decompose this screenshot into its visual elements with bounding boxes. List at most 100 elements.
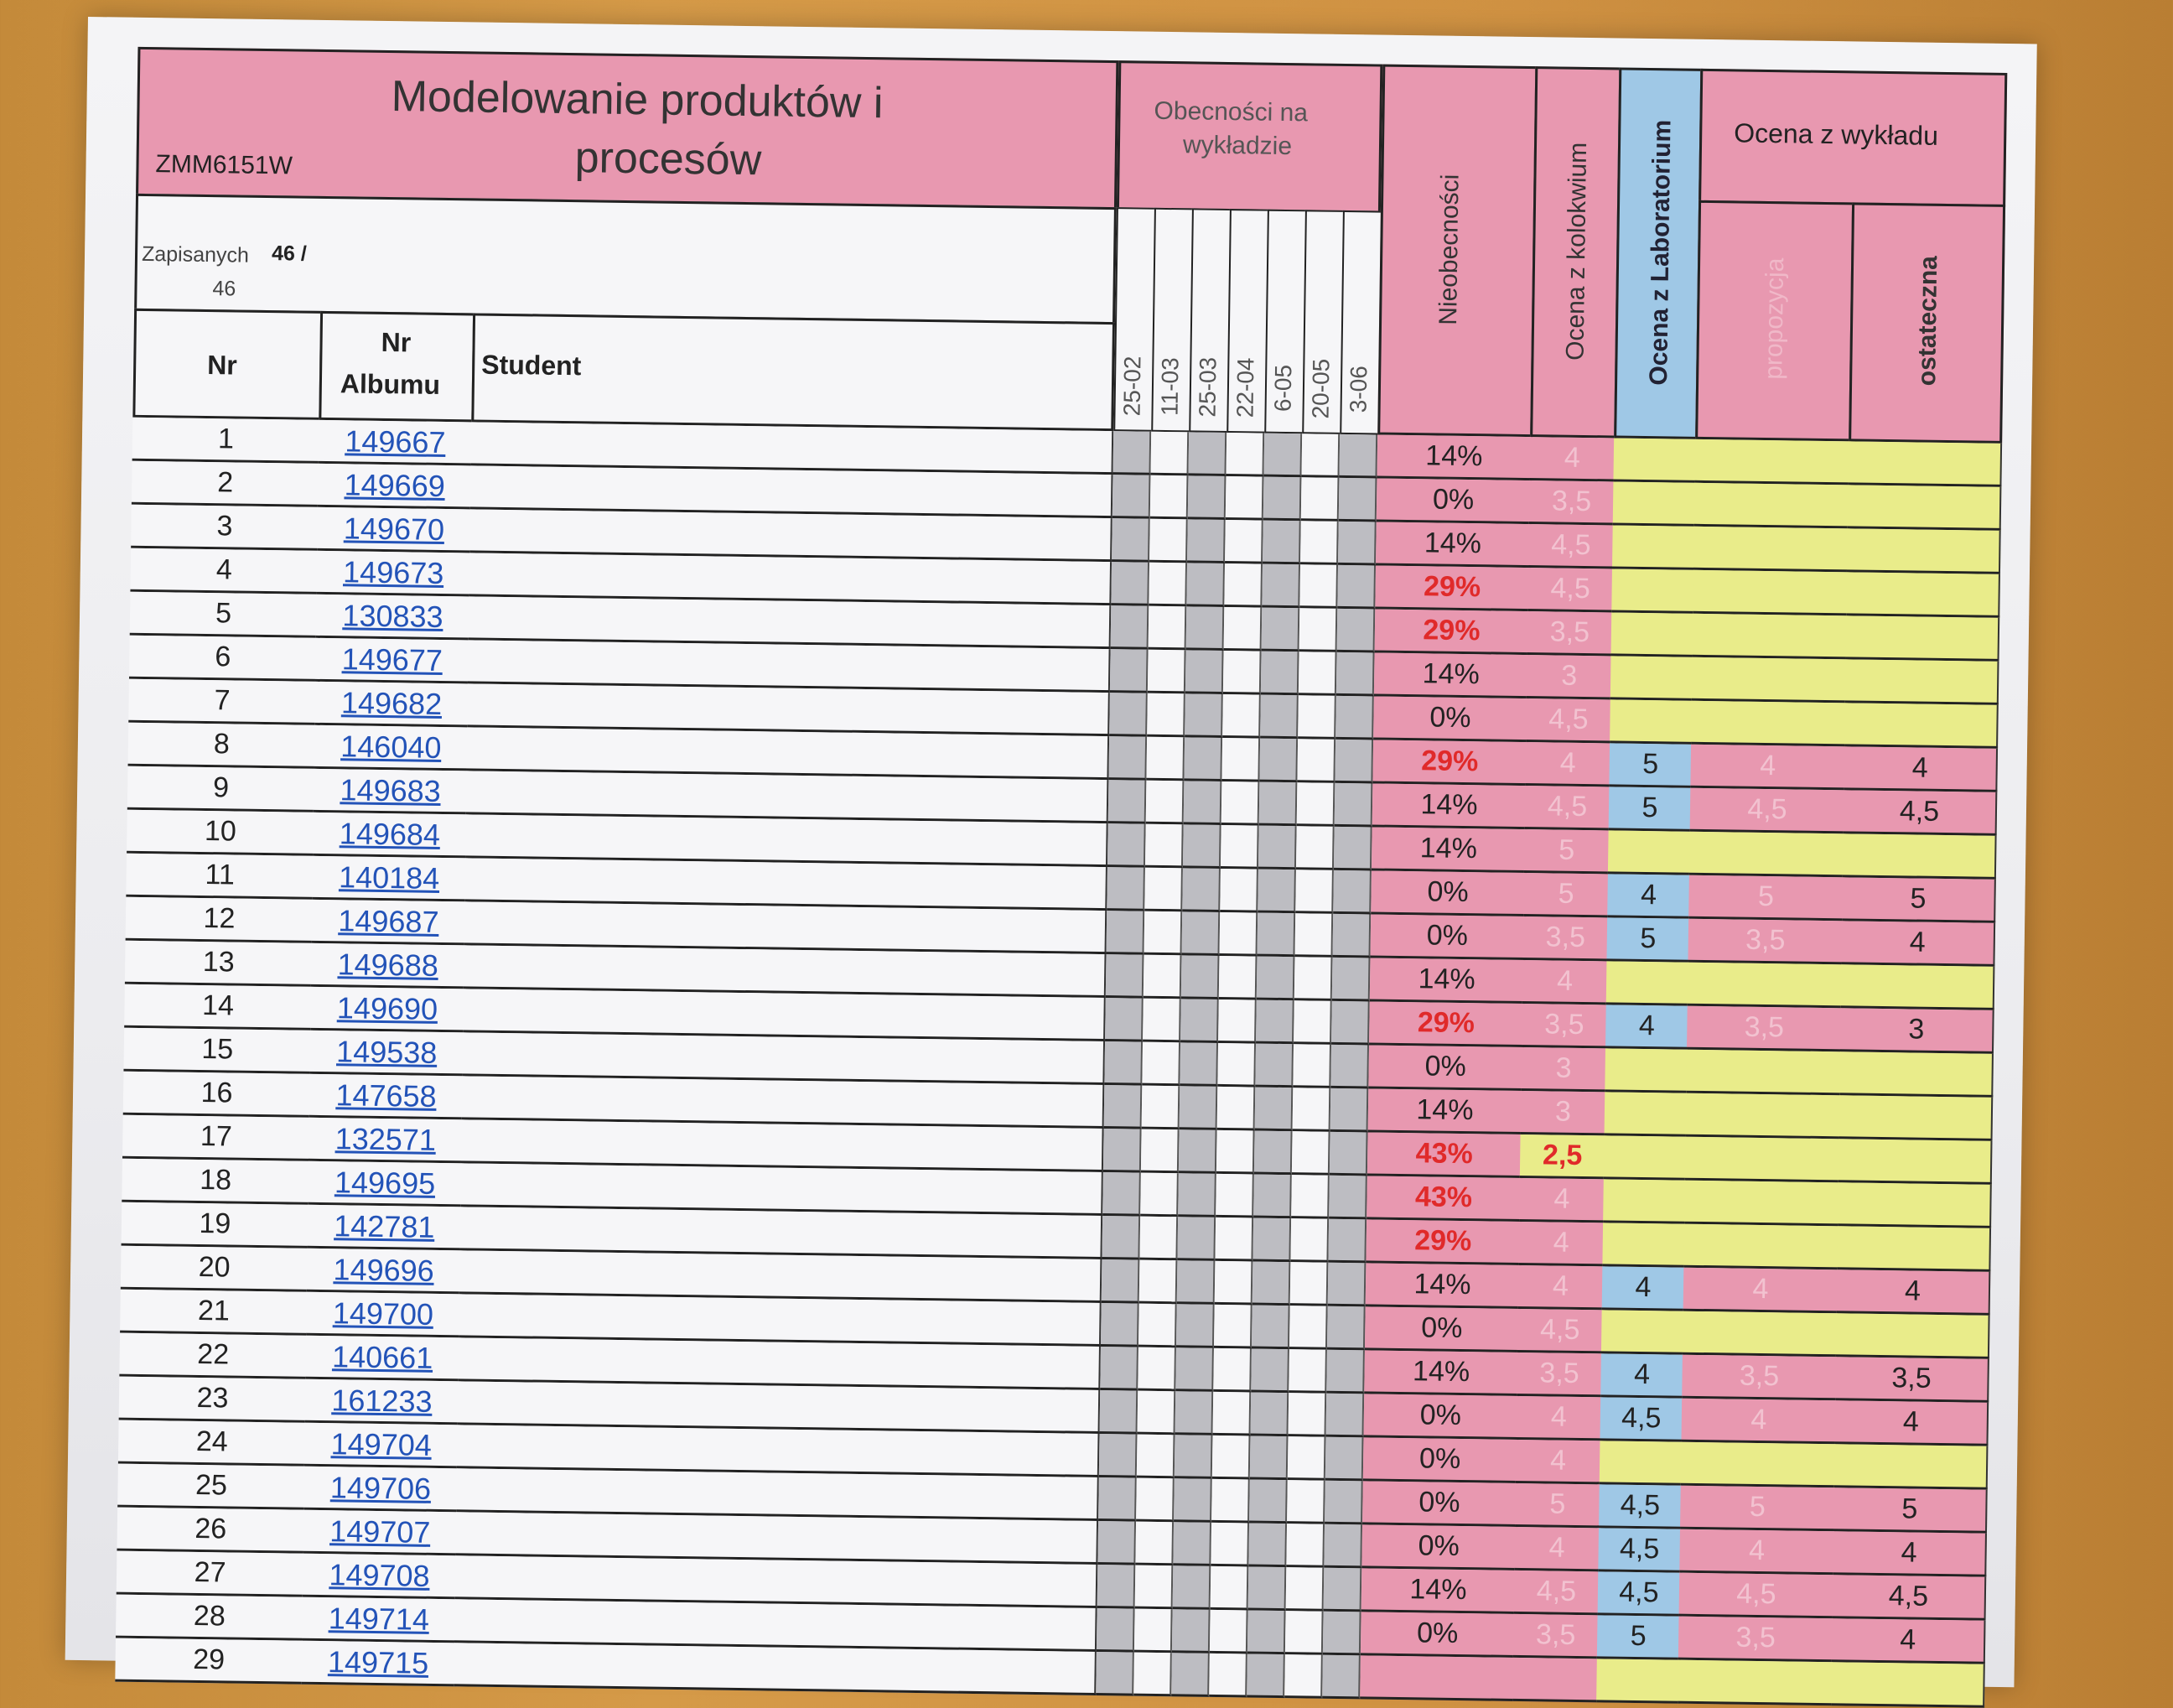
attendance-cell [1291, 1131, 1330, 1176]
album-link[interactable]: 161233 [304, 1378, 461, 1425]
album-link[interactable]: 149670 [317, 506, 473, 553]
attendance-cell [1291, 1175, 1330, 1219]
album-link-value[interactable]: 149707 [329, 1513, 431, 1550]
album-link-value[interactable]: 149700 [332, 1295, 434, 1332]
proposal-cell-value: 4 [1752, 1272, 1769, 1306]
lab-grade-cell [1611, 525, 1697, 570]
album-link[interactable]: 142781 [307, 1204, 464, 1251]
album-link-value[interactable]: 140661 [331, 1338, 433, 1375]
album-link-value[interactable]: 149704 [330, 1425, 433, 1462]
colloquium-cell-value: 3 [1555, 1051, 1572, 1084]
final-grade-cell [1844, 703, 1999, 749]
absence-cell-value: 14% [1424, 527, 1482, 560]
album-link[interactable]: 149683 [313, 768, 469, 815]
attendance-cell [1298, 652, 1337, 696]
album-link-value[interactable]: 149683 [340, 771, 442, 808]
attendance-cell [1251, 1348, 1289, 1394]
album-link[interactable]: 149690 [310, 986, 466, 1033]
album-link[interactable]: 149677 [314, 637, 471, 684]
album-link-value[interactable]: 149670 [343, 510, 445, 547]
album-link[interactable]: 149687 [311, 899, 468, 946]
album-link-value[interactable]: 161233 [331, 1382, 433, 1419]
album-link-value[interactable]: 149677 [341, 641, 443, 677]
proposal-cell: 4 [1681, 1398, 1838, 1445]
album-link-value[interactable]: 149690 [336, 989, 438, 1026]
album-link[interactable]: 149667 [318, 419, 475, 466]
album-link-value[interactable]: 142781 [334, 1207, 435, 1244]
attendance-cell [1185, 606, 1225, 651]
album-link[interactable]: 149696 [306, 1248, 463, 1295]
absence-cell-value: 29% [1413, 1224, 1472, 1258]
title-header: Modelowanie produktów i procesów ZMM6151… [136, 46, 1119, 210]
album-link[interactable]: 149682 [314, 681, 470, 728]
album-link[interactable]: 149708 [302, 1553, 459, 1600]
album-link-value[interactable]: 149688 [337, 946, 439, 983]
attendance-cell [1133, 1652, 1172, 1697]
album-link[interactable]: 149706 [303, 1466, 459, 1513]
album-link[interactable]: 130833 [315, 594, 472, 641]
album-link[interactable]: 149673 [316, 550, 473, 597]
album-link[interactable]: 146040 [314, 724, 470, 771]
final-grade-cell-value: 4 [1902, 1405, 1920, 1438]
album-link[interactable]: 149700 [306, 1291, 462, 1338]
album-link-value[interactable]: 149695 [334, 1164, 436, 1201]
absence-cell: 0% [1360, 1612, 1517, 1658]
attendance-cell [1226, 433, 1265, 477]
album-link[interactable]: 149669 [317, 463, 474, 510]
album-link[interactable]: 149707 [303, 1509, 459, 1556]
album-link-value[interactable]: 149538 [335, 1033, 438, 1070]
album-link-value[interactable]: 149706 [329, 1469, 432, 1506]
album-link-value[interactable]: 146040 [340, 728, 442, 765]
album-link[interactable]: 149714 [301, 1596, 458, 1643]
row-number: 1 [132, 417, 322, 464]
album-link[interactable]: 149688 [310, 942, 467, 989]
album-link-value[interactable]: 149696 [333, 1251, 435, 1288]
row-number-value: 3 [216, 510, 233, 543]
attendance-cell [1144, 823, 1184, 869]
album-link-value[interactable]: 149687 [338, 902, 439, 939]
final-grade-cell [1844, 659, 1999, 705]
album-link[interactable]: 140184 [312, 855, 469, 902]
absence-cell-value: 0% [1426, 919, 1469, 953]
row-number-value: 24 [195, 1425, 228, 1458]
attendance-cell [1221, 781, 1260, 826]
album-link-value[interactable]: 147658 [335, 1077, 437, 1114]
album-link-value[interactable]: 149667 [345, 423, 446, 459]
album-link[interactable]: 132571 [308, 1117, 464, 1164]
colloquium-header: Ocena z kolokwium [1530, 66, 1622, 439]
attendance-cell [1140, 1172, 1179, 1217]
absence-cell-value: 29% [1423, 570, 1481, 604]
attendance-cell [1252, 1261, 1291, 1306]
lab-grade-cell [1610, 612, 1696, 657]
final-grade-cell: 5 [1833, 1487, 1988, 1534]
attendance-cell [1335, 739, 1374, 784]
album-link[interactable]: 147658 [309, 1073, 465, 1120]
album-link[interactable]: 149695 [308, 1160, 464, 1207]
album-link[interactable]: 140661 [305, 1335, 462, 1382]
album-link-value[interactable]: 149708 [329, 1556, 430, 1593]
enrolled-label: Zapisanych [141, 241, 250, 267]
row-number-value: 1 [217, 423, 235, 455]
proposal-cell: 4 [1690, 744, 1848, 791]
album-link-value[interactable]: 149714 [328, 1600, 430, 1637]
album-link[interactable]: 149704 [303, 1422, 460, 1469]
album-link-value[interactable]: 149684 [339, 815, 441, 852]
attendance-cell [1325, 1393, 1365, 1438]
album-link-value[interactable]: 149715 [327, 1643, 429, 1680]
album-link-value[interactable]: 132571 [335, 1120, 437, 1157]
album-link-value[interactable]: 149673 [342, 553, 444, 590]
album-link[interactable]: 149684 [313, 812, 469, 859]
attendance-cell [1289, 1349, 1327, 1394]
album-link-value[interactable]: 130833 [342, 597, 443, 634]
attendance-cell [1112, 475, 1151, 519]
row-number: 29 [115, 1638, 304, 1685]
album-link[interactable]: 149715 [301, 1640, 457, 1687]
album-link[interactable]: 149538 [309, 1030, 466, 1077]
attendance-cell [1144, 911, 1183, 956]
proposal-cell: 3,5 [1688, 918, 1845, 965]
album-link-value[interactable]: 140184 [338, 859, 440, 896]
attendance-cell [1298, 695, 1336, 740]
attendance-cell [1329, 1131, 1368, 1176]
album-link-value[interactable]: 149682 [340, 684, 443, 721]
album-link-value[interactable]: 149669 [344, 466, 446, 503]
